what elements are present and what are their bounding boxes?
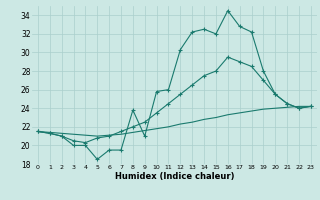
X-axis label: Humidex (Indice chaleur): Humidex (Indice chaleur): [115, 172, 234, 181]
